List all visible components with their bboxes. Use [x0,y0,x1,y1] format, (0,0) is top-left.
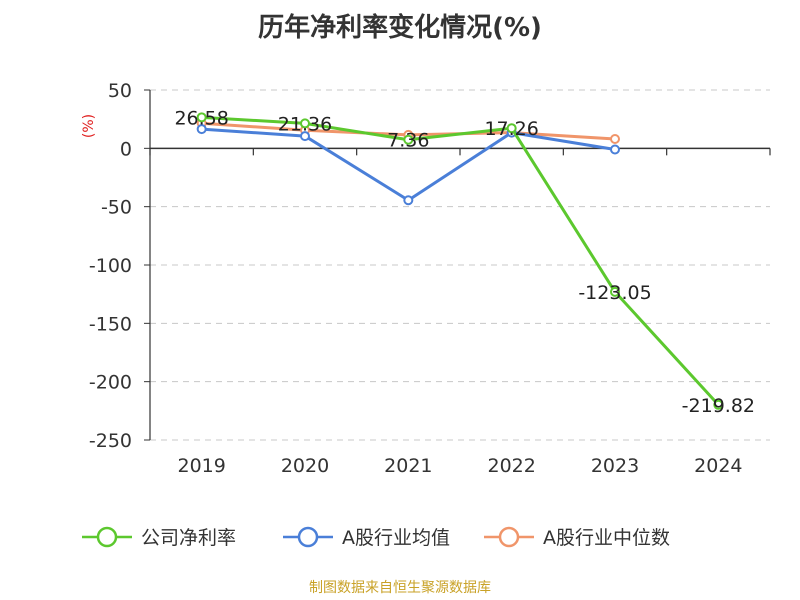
data-label: 17.26 [484,118,538,140]
y-tick-label: -200 [89,372,132,394]
legend: 公司净利率 A股行业均值 A股行业中位数 [82,526,670,549]
data-label: 26.58 [174,107,228,129]
x-tick-label: 2024 [694,455,742,477]
legend-item: 公司净利率 [82,526,236,549]
x-tick-label: 2019 [177,455,225,477]
y-tick-label: 0 [120,138,132,160]
series-layer [196,112,724,410]
axes: 50 0 -50 -100 -150 -200 -250 2019 2020 2021 2022 20… [89,80,771,477]
data-point [713,399,724,410]
legend-item: A股行业均值 [283,526,450,549]
data-label: -219.82 [682,395,755,417]
data-point [610,134,620,144]
legend-item: A股行业中位数 [484,526,670,549]
x-tick-label: 2023 [591,455,639,477]
y-tick-label: -150 [89,313,132,335]
y-tick-label: 50 [108,80,132,102]
data-label: -123.05 [578,282,651,304]
data-point [403,134,414,145]
legend-label: A股行业中位数 [543,527,670,549]
data-point [300,118,310,129]
y-tick-label: -100 [89,255,132,277]
data-point [610,144,620,155]
y-axis-unit-label: (%) [81,114,97,138]
legend-marker [498,526,520,548]
grid-lines [150,89,770,441]
legend-label: A股行业均值 [342,527,450,549]
data-point [403,195,414,206]
x-tick-label: 2020 [281,455,329,477]
source-note: 制图数据来自恒生聚源数据库 [309,580,491,596]
data-point [506,123,517,134]
y-tick-label: -250 [89,430,132,452]
legend-marker [96,526,118,548]
legend-marker [297,526,319,548]
data-point [196,124,207,135]
data-point [196,112,207,123]
x-tick-label: 2022 [487,455,535,477]
legend-label: 公司净利率 [141,527,236,549]
data-point [300,131,310,142]
chart-title: 历年净利率变化情况(%) [258,12,542,43]
x-tick-label: 2021 [384,455,432,477]
data-labels: 26.58 21.36 7.36 17.26 -123.05 -219.82 [174,107,755,416]
data-label: 7.36 [387,130,429,152]
data-label: 21.36 [278,113,332,135]
series-0 [196,112,724,410]
data-point [610,286,620,297]
y-tick-label: -50 [101,197,132,219]
series-line [200,115,720,407]
